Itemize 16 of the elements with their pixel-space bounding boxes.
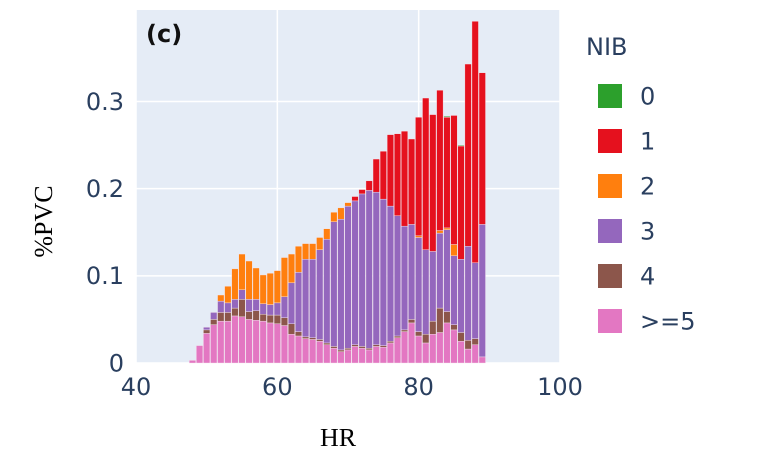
legend-label: 4: [640, 262, 656, 290]
legend-label: 1: [640, 127, 656, 156]
legend-label: 3: [640, 217, 656, 246]
legend-label: 0: [640, 82, 656, 110]
y-tick-label: 0.1: [86, 262, 124, 290]
y-tick-label: 0.3: [86, 88, 124, 116]
x-tick-label: 60: [262, 373, 293, 401]
x-tick-label: 80: [403, 373, 434, 401]
chart-title: (c): [146, 20, 182, 48]
legend-label: 2: [640, 172, 656, 200]
x-tick-label: 100: [537, 373, 583, 401]
y-axis-title: %PVC: [29, 185, 58, 258]
x-axis-title: HR: [320, 423, 357, 452]
y-tick-label: 0.2: [86, 175, 124, 204]
legend-title: NIB: [586, 33, 628, 61]
legend-label: >=5: [640, 307, 696, 336]
